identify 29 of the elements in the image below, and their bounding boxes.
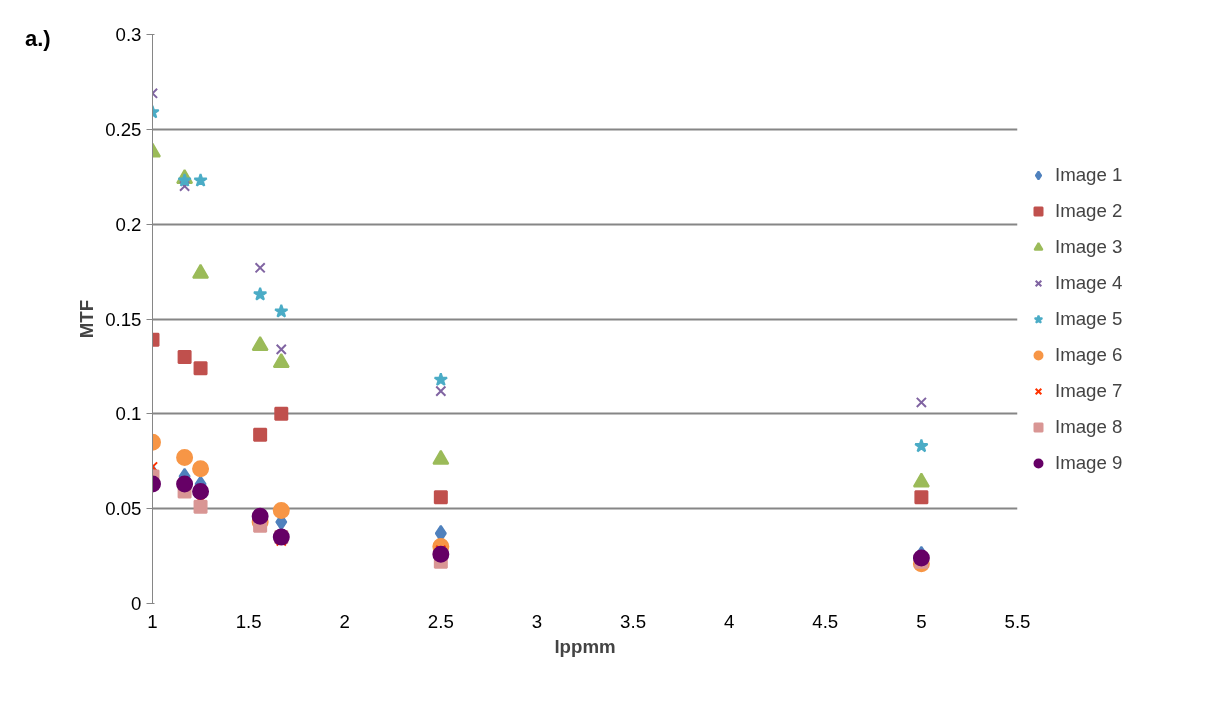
y-tick-label: 0.2 — [115, 213, 142, 235]
y-tick-label: 0.15 — [105, 308, 142, 330]
y-axis-title: MTF — [76, 299, 98, 339]
legend-label: Image 2 — [1055, 199, 1123, 222]
x-tick-label: 3.5 — [620, 610, 647, 632]
x-axis-title: lppmm — [554, 635, 616, 657]
legend-label: Image 3 — [1055, 235, 1123, 258]
legend-label: Image 5 — [1055, 307, 1123, 330]
y-tick-label: 0.25 — [105, 118, 142, 140]
text: a.) — [25, 25, 51, 53]
y-tick-label: 0 — [131, 593, 142, 614]
x-tick-label: 4.5 — [812, 610, 839, 632]
legend-label: Image 6 — [1055, 343, 1123, 366]
x-tick-label: 2.5 — [427, 610, 454, 632]
legend-label: Image 1 — [1055, 163, 1123, 186]
x-tick-label: 2 — [339, 610, 350, 632]
x-tick-label: 1.5 — [235, 610, 262, 632]
legend-label: Image 7 — [1055, 379, 1123, 402]
x-tick-label: 1 — [147, 610, 158, 632]
y-tick-label: 0.1 — [115, 403, 142, 425]
y-tick-label: 0.3 — [115, 24, 142, 45]
legend-label: Image 8 — [1055, 415, 1123, 438]
legend-label: Image 4 — [1055, 271, 1123, 294]
x-tick-label: 4 — [723, 610, 735, 632]
x-tick-label: 3 — [531, 610, 543, 632]
x-tick-label: 5.5 — [1004, 610, 1031, 632]
x-tick-label: 5 — [916, 610, 927, 632]
legend-label: Image 9 — [1055, 451, 1123, 474]
y-tick-label: 0.05 — [105, 498, 142, 520]
